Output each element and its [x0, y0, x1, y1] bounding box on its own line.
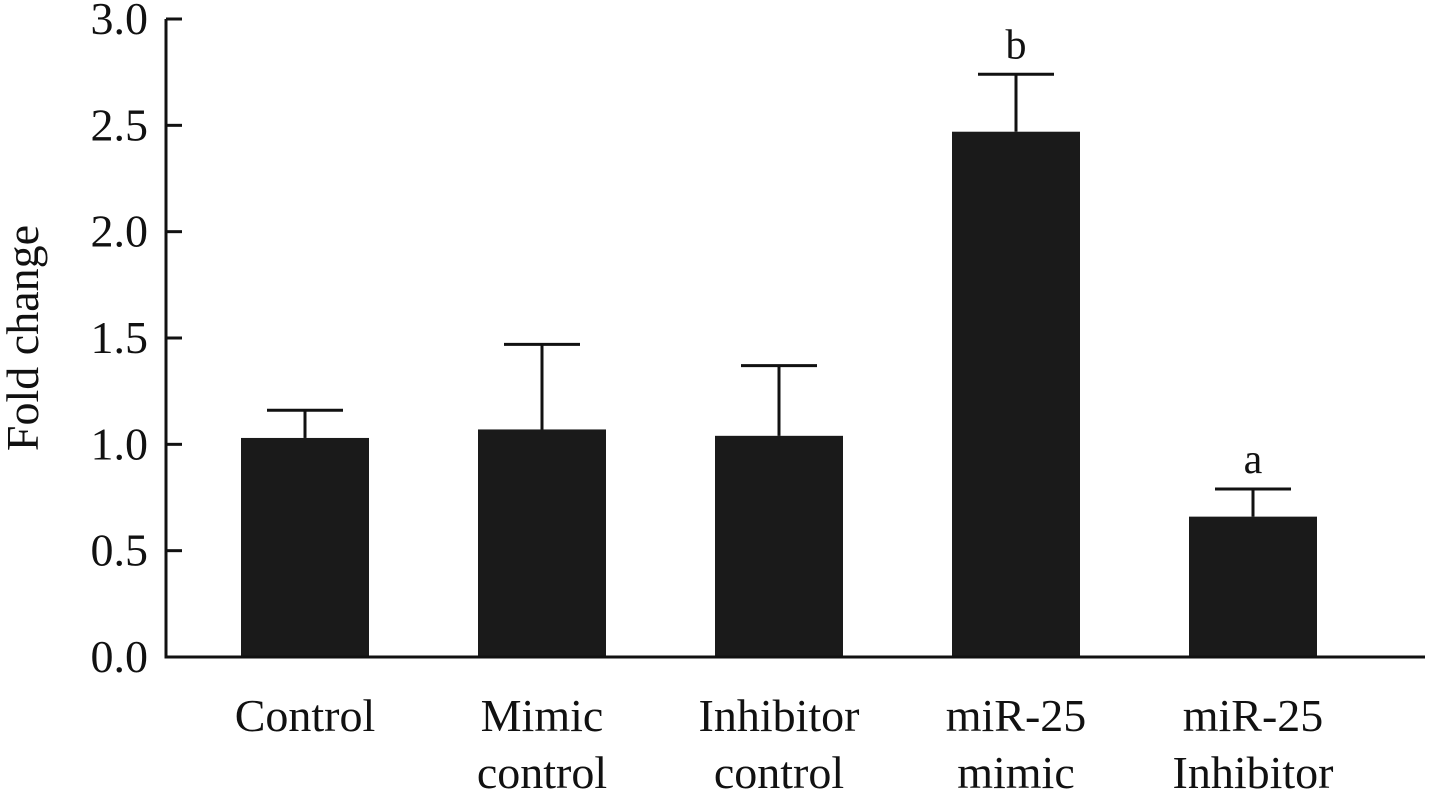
y-tick-label-5: 2.5 [91, 99, 149, 150]
x-tick-label-4-line-1: Inhibitor [1173, 747, 1334, 794]
x-tick-label-2-line-1: control [714, 747, 844, 794]
x-tick-label-3-line-1: mimic [957, 747, 1075, 794]
y-tick-label-0: 0.0 [91, 631, 149, 682]
axes-layer [164, 17, 1425, 659]
bar-1 [478, 429, 606, 657]
bar-2 [715, 435, 843, 657]
error-bars-layer [267, 72, 1291, 517]
y-tick-label-6: 3.0 [91, 0, 149, 44]
y-axis-title: Fold change [0, 225, 48, 451]
labels-layer: Control Mimic control Inhibitor control b miR-… [91, 0, 1334, 794]
y-tick-label-4: 2.0 [91, 206, 149, 257]
y-tick-label-1: 0.5 [91, 525, 149, 576]
y-tick-label-3: 1.5 [91, 312, 149, 363]
x-tick-label-4-line-0: miR-25 [1183, 690, 1324, 741]
bar-3 [952, 131, 1080, 658]
significance-label-4: a [1244, 437, 1263, 483]
x-tick-label-1-line-1: control [477, 747, 607, 794]
significance-label-3: b [1006, 22, 1027, 68]
y-tick-label-2: 1.0 [91, 418, 149, 469]
x-tick-label-0: Control [235, 690, 376, 741]
bar-0 [241, 437, 369, 657]
bar-4 [1189, 516, 1317, 657]
x-tick-label-2-line-0: Inhibitor [699, 690, 860, 741]
bars-layer [241, 131, 1317, 658]
x-tick-label-3-line-0: miR-25 [946, 690, 1087, 741]
x-tick-label-1-line-0: Mimic [481, 690, 604, 741]
